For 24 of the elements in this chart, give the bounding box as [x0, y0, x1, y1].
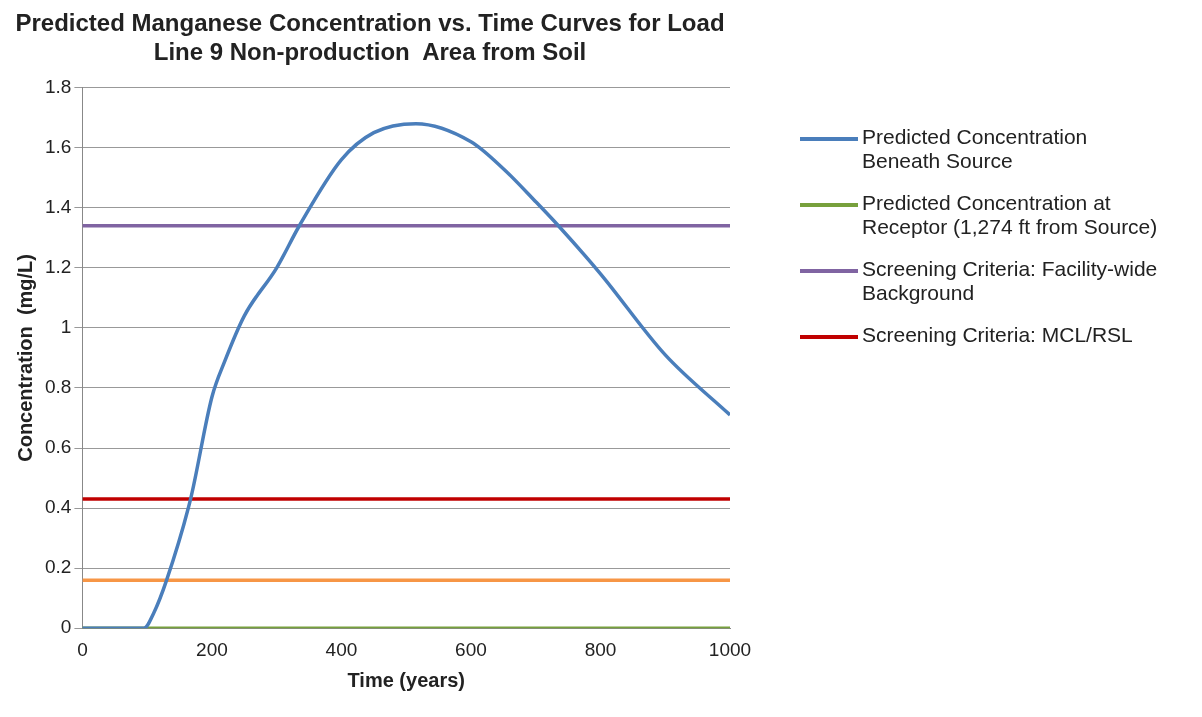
- text: Line 9 Non-production Area from Soil: [153, 37, 587, 65]
- y-tick-label: 1.8: [44, 75, 72, 97]
- x-tick-label: 800: [584, 638, 617, 660]
- y-tick-label: 0.2: [44, 556, 72, 578]
- legend-label: Screening Criteria: Facility-wide Background: [862, 257, 1159, 305]
- x-axis-title: Time (years): [347, 668, 465, 691]
- legend-label: Predicted Concentration at Receptor (1,274 ft from Source): [862, 191, 1159, 239]
- x-tick-label: 400: [325, 638, 358, 660]
- x-tick-label: 600: [455, 638, 487, 660]
- y-tick-label: 0.8: [44, 376, 72, 398]
- y-tick-label: 1.2: [44, 256, 72, 278]
- x-tick-label: 200: [196, 638, 228, 660]
- y-axis-title: Concentration (mg/L): [13, 254, 36, 462]
- x-tick-label: 1000: [708, 638, 752, 660]
- legend-label: Predicted Concentration Beneath Source: [862, 125, 1089, 173]
- y-tick-label: 0.6: [44, 436, 72, 458]
- y-tick-label: 0.4: [44, 496, 72, 518]
- legend-label: Screening Criteria: MCL/RSL: [862, 323, 1133, 347]
- y-tick-label: 1: [60, 316, 72, 338]
- y-tick-label: 1.4: [44, 195, 72, 217]
- y-tick-label: 0: [60, 616, 72, 638]
- x-tick-label: 0: [77, 638, 88, 660]
- y-tick-label: 1.6: [44, 135, 72, 157]
- text: Predicted Manganese Concentration vs. Time Curves for Load: [15, 9, 725, 37]
